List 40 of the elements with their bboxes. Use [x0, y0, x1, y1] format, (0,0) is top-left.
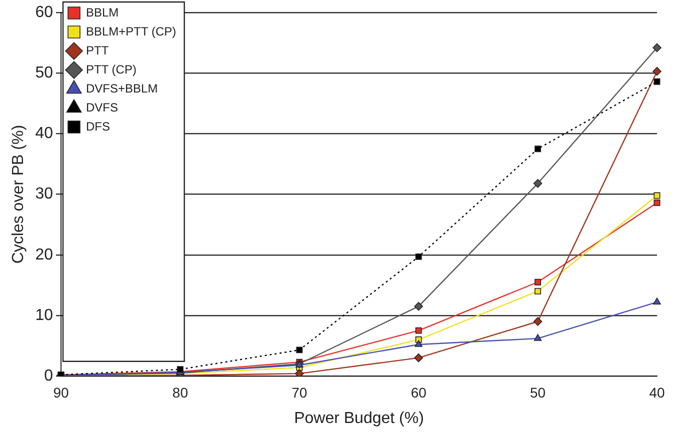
legend-label: DFS [86, 119, 110, 134]
point [414, 353, 423, 362]
y-tick-label: 20 [35, 246, 54, 264]
point [414, 340, 422, 347]
point [654, 200, 660, 206]
point [652, 43, 662, 52]
point [415, 327, 422, 334]
y-tick-label: 40 [35, 125, 54, 142]
x-tick-label: 90 [53, 384, 69, 400]
legend-label: BBLM [86, 5, 119, 20]
x-tick-label: 60 [410, 384, 427, 400]
point [533, 317, 542, 326]
point [533, 179, 542, 188]
x-tick-label: 50 [530, 384, 546, 400]
legend-label: PTT (CP) [86, 62, 136, 76]
x-tick-label: 80 [172, 384, 188, 400]
point [534, 278, 542, 286]
x-tick-label: 70 [292, 384, 308, 400]
y-tick-label: 30 [35, 186, 54, 203]
point [534, 334, 542, 341]
y-axis-title: Cycles over PB (%) [10, 124, 28, 264]
x-axis-title: Power Budget (%) [294, 410, 424, 427]
point [415, 253, 422, 260]
legend-label: DVFS+BBLM [86, 81, 158, 96]
legend-label: DVFS [86, 100, 118, 114]
point [534, 146, 542, 152]
point [414, 302, 423, 311]
y-tick-label: 50 [35, 64, 54, 82]
point [653, 298, 661, 305]
point [296, 346, 303, 354]
y-tick-label: 0 [44, 367, 54, 384]
point [654, 78, 660, 85]
y-tick-label: 60 [35, 4, 54, 22]
point [652, 66, 662, 76]
legend-label: PTT [86, 43, 110, 58]
point [295, 369, 304, 376]
legend-label: BBLM+PTT (CP) [86, 24, 176, 38]
x-tick-label: 40 [649, 384, 665, 400]
y-tick-label: 10 [35, 306, 54, 324]
point [534, 288, 542, 294]
